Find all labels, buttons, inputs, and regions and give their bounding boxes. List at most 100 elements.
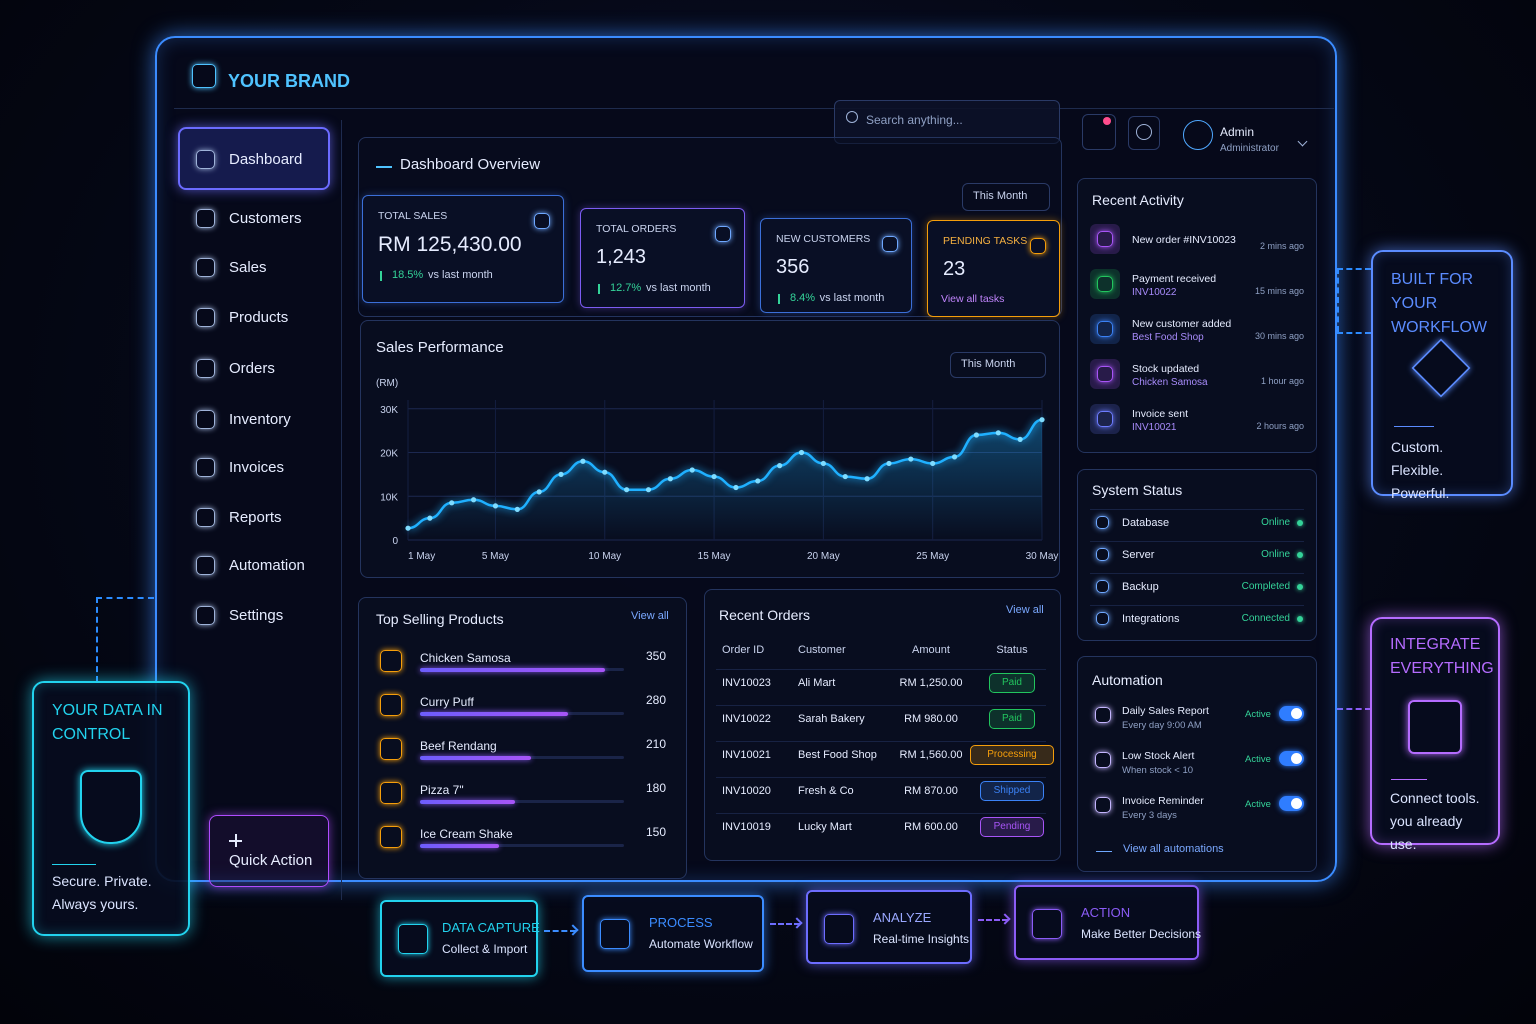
connector [96,597,154,599]
product-bar [420,756,531,760]
kpi-link[interactable]: View all tasks [941,293,1005,305]
icon [380,826,402,848]
icon [1097,231,1113,247]
quick-action-button[interactable] [209,815,329,887]
callout-title: YOUR DATA IN CONTROL [52,702,163,743]
status-pill: Shipped [979,781,1045,801]
nav-item[interactable]: Settings [229,607,284,624]
connector [96,597,98,682]
nav-item[interactable]: Products [229,309,289,326]
service-name: Database [1122,517,1170,529]
data-point [602,469,608,475]
icon [1097,276,1113,292]
kpi-change: 12.7% [610,282,642,294]
nav-item[interactable]: Invoices [229,459,285,476]
data-point [711,473,717,480]
kpi-label: TOTAL SALES [378,210,448,222]
callout-box [1371,250,1513,496]
order-customer: Best Food Shop [798,749,877,761]
order-amount: RM 1,250.00 [899,677,963,689]
help-button[interactable] [1128,116,1160,150]
status-divider [1090,509,1304,510]
icon [882,236,898,252]
icon [1095,707,1111,723]
y-tick-label: 30K [380,405,398,416]
automation-schedule: When stock < 10 [1122,765,1194,776]
status-dot [1297,616,1303,622]
avatar[interactable] [1183,120,1213,150]
order-id: INV10021 [722,749,771,761]
status-divider [1090,605,1304,606]
order-customer: Ali Mart [798,677,836,689]
shield-icon [80,770,142,844]
toggle-knob [1291,753,1302,764]
data-point [864,476,870,482]
nav-item[interactable]: Inventory [229,411,291,428]
kpi-note: vs last month [646,282,711,294]
automation-schedule: Every 3 days [1122,810,1177,821]
row-divider [716,813,1046,814]
service-status: Online [1261,549,1290,560]
data-point [470,497,477,503]
data-point [886,460,892,467]
automation-state: Active [1245,799,1271,810]
data-point [645,487,652,493]
period-label[interactable]: This Month [973,190,1028,202]
data-point [558,471,564,477]
data-point [1039,417,1045,423]
period-select[interactable] [962,183,1050,211]
orders-link[interactable]: View all [1006,604,1044,616]
kpi-card [760,218,912,313]
data-point [777,463,783,469]
order-amount: RM 870.00 [904,785,958,797]
kpi-value: 356 [776,256,810,278]
activity-icon-box [1090,314,1120,344]
step-title: ANALYZE [873,910,932,925]
area-fill [408,419,1042,540]
activity-panel [1077,178,1317,453]
orders-panel [704,589,1061,861]
notifications-button[interactable] [1082,114,1116,150]
x-tick-label: 20 May [807,551,840,562]
product-name: Ice Cream Shake [420,827,513,841]
icon [600,919,630,949]
activity-detail: INV10022 [1132,287,1177,298]
kpi-label: TOTAL ORDERS [596,223,677,235]
kpi-change-arrow [598,284,600,294]
icon [1096,548,1109,561]
products-link[interactable]: View all [631,610,669,622]
nav-item[interactable]: Dashboard [229,151,303,168]
flow-arrow-head [567,923,579,936]
activity-time: 1 hour ago [1260,376,1304,386]
automation-link[interactable]: View all automations [1123,843,1224,855]
nav-item[interactable]: Reports [229,509,282,526]
status-pill: Paid [989,673,1035,693]
pipeline-step [806,890,972,964]
nav-item[interactable]: Orders [229,360,275,377]
nav-item[interactable]: Customers [229,210,302,227]
chart-period-label[interactable]: This Month [961,358,1016,370]
quick-action-label[interactable]: Quick Action [229,852,313,869]
kpi-change: 18.5% [392,269,424,281]
activity-title: New order #INV10023 [1132,234,1236,246]
row-divider [716,777,1046,778]
brand: YOUR BRAND [228,71,351,91]
icon [196,410,215,429]
icon [1097,366,1113,382]
icon [196,606,215,625]
row-divider [716,741,1046,742]
data-point [667,476,673,482]
pipeline-step [1014,885,1199,960]
chart-period-select[interactable] [950,352,1046,378]
data-point [427,515,433,521]
icon [1095,797,1111,813]
icon [196,508,215,527]
nav-item[interactable]: Automation [229,557,305,574]
search-placeholder[interactable]: Search anything... [866,113,963,127]
column-header: Customer [798,644,846,656]
kpi-note: vs last month [428,269,493,281]
status-divider [1090,573,1304,574]
nav-item[interactable]: Sales [229,259,267,276]
